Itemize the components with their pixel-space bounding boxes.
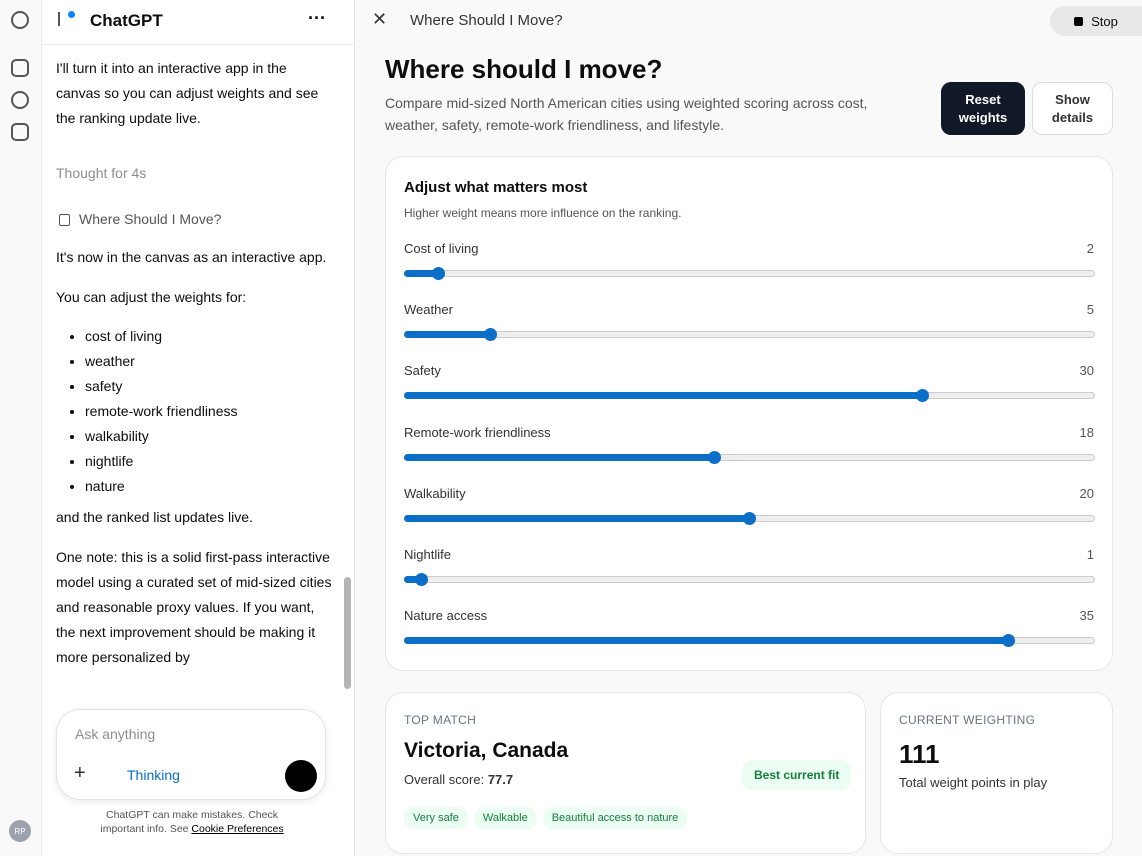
messages: I'll turn it into an interactive app in … (56, 56, 332, 673)
slider-knob[interactable] (414, 573, 428, 586)
slider-knob[interactable] (1002, 634, 1016, 648)
bullet: walkability (85, 424, 332, 449)
details-button[interactable]: Show details (1032, 82, 1113, 135)
slider-value: 1 (1086, 547, 1094, 562)
slider-fill (404, 270, 439, 277)
stop-button[interactable]: Stop (1050, 6, 1142, 36)
slider-value: 20 (1079, 485, 1094, 501)
slider-track[interactable] (404, 576, 1095, 583)
library-icon[interactable] (11, 123, 29, 141)
weighting-card: CURRENT WEIGHTING 111 Total weight point… (880, 692, 1113, 854)
disclaimer: ChatGPT can make mistakes. Check importa… (97, 808, 287, 836)
slider-label: Walkability (404, 485, 466, 501)
score-label: Overall score: (404, 772, 485, 787)
slider-value: 5 (1086, 302, 1094, 318)
caption: Total weight points in play (899, 775, 1048, 790)
badge: Best current fit (742, 760, 852, 790)
slider-fill (404, 514, 750, 522)
mode-button[interactable]: Thinking (127, 767, 180, 783)
slider-fill (404, 331, 491, 339)
weights-card: Adjust what matters most Higher weight m… (385, 156, 1113, 671)
city: Victoria, Canada (404, 739, 569, 762)
slider-knob[interactable] (432, 267, 446, 280)
slider-value: 18 (1079, 424, 1094, 440)
composer-input[interactable]: Ask anything (75, 726, 156, 742)
tag: Walkable (473, 807, 537, 829)
divider (42, 44, 354, 45)
icon-rail: RP (0, 0, 42, 856)
chat-panel: ChatGPT ··· I'll turn it into an interac… (42, 0, 355, 856)
message-text: It's now in the canvas as an interactive… (56, 249, 327, 265)
cookie-link[interactable]: Cookie Preferences (191, 823, 284, 835)
bullet: nightlife (85, 449, 332, 474)
top-match-card: TOP MATCH Victoria, Canada Overall score… (385, 692, 866, 854)
slider-knob[interactable] (483, 328, 497, 342)
slider-label: Weather (404, 302, 453, 318)
add-button[interactable]: + (74, 762, 86, 784)
canvas-title[interactable]: Where Should I Move? (410, 12, 563, 29)
slider-label: Remote-work friendliness (404, 424, 551, 440)
more-button[interactable]: ··· (308, 8, 326, 28)
slider-label: Safety (404, 363, 441, 379)
slider-track[interactable] (404, 270, 1095, 277)
bullet-list: cost of livingweathersafetyremote-work f… (56, 324, 332, 499)
slider-fill (404, 392, 923, 400)
slider-fill (404, 637, 1009, 645)
bullet: weather (85, 349, 332, 374)
slider-label: Cost of living (404, 241, 479, 256)
card-title: Adjust what matters most (404, 179, 588, 196)
slider-value: 2 (1086, 241, 1094, 256)
close-button[interactable]: ✕ (372, 9, 388, 29)
new-chat-icon[interactable] (11, 59, 29, 77)
thought-label[interactable]: Thought for 4s (56, 165, 147, 181)
slider-knob[interactable] (743, 511, 756, 525)
message-text: One note: this is a solid first-pass int… (56, 549, 332, 665)
score-row: Overall score: 77.7 (404, 772, 513, 787)
slider-fill (404, 576, 422, 583)
canvas-panel: ✕ Where Should I Move? Stop Where should… (356, 0, 1142, 856)
kicker: CURRENT WEIGHTING (899, 713, 1036, 727)
voice-button[interactable] (285, 760, 317, 792)
total: 111 (899, 739, 940, 769)
bullet: nature (85, 474, 332, 499)
tag: Very safe (404, 807, 468, 829)
kicker: TOP MATCH (404, 713, 477, 727)
description: Compare mid-sized North American cities … (385, 95, 868, 133)
reset-button[interactable]: Reset weights (941, 82, 1025, 135)
message-text: You can adjust the weights for: (56, 289, 247, 305)
heading: Where should I move? (385, 54, 663, 84)
bullet: remote-work friendliness (85, 399, 332, 424)
composer: Ask anything + Thinking (56, 709, 326, 800)
logo[interactable] (11, 11, 29, 29)
canvas-link-text: Where Should I Move? (79, 211, 222, 227)
disclaimer-text: ChatGPT can make mistakes. Check importa… (100, 809, 278, 835)
scrollbar[interactable] (344, 577, 351, 689)
slider-value: 30 (1079, 363, 1094, 379)
tag: Beautiful access to nature (542, 807, 688, 829)
message-text: and the ranked list updates live. (56, 509, 253, 525)
slider-fill (404, 453, 715, 461)
tag-list: Very safe Walkable Beautiful access to nat… (404, 807, 693, 829)
slider-track[interactable] (404, 331, 1095, 339)
slider-label: Nature access (404, 608, 488, 624)
canvas-link[interactable]: Where Should I Move? (56, 207, 332, 232)
bullet: safety (85, 374, 332, 399)
slider-label: Nightlife (404, 547, 451, 562)
message-text: I'll turn it into an interactive app in … (56, 60, 319, 126)
stop-label: Stop (1091, 13, 1118, 29)
slider-knob[interactable] (708, 450, 722, 464)
slider-value: 35 (1079, 608, 1094, 624)
slider-knob[interactable] (915, 389, 929, 403)
avatar[interactable]: RP (9, 820, 31, 842)
bullet: cost of living (85, 324, 332, 349)
menu-icon[interactable] (58, 11, 75, 26)
card-subtitle: Higher weight means more influence on th… (404, 206, 682, 220)
app-name[interactable]: ChatGPT (90, 11, 163, 30)
score: 77.7 (487, 772, 514, 787)
search-icon[interactable] (11, 91, 29, 109)
